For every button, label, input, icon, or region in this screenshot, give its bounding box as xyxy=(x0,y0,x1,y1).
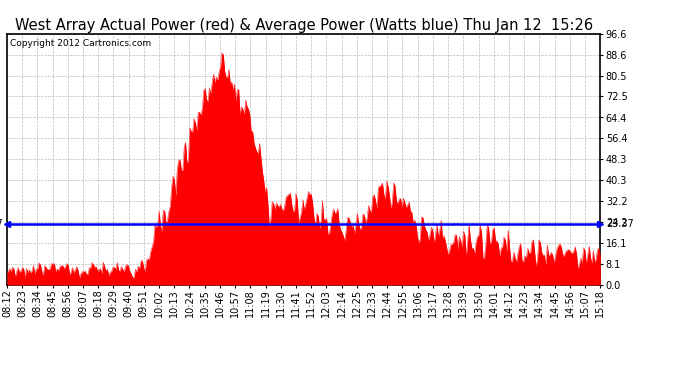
Title: West Array Actual Power (red) & Average Power (Watts blue) Thu Jan 12  15:26: West Array Actual Power (red) & Average … xyxy=(14,18,593,33)
Text: 23.37: 23.37 xyxy=(606,219,633,229)
Text: 23.37: 23.37 xyxy=(0,219,3,229)
Text: Copyright 2012 Cartronics.com: Copyright 2012 Cartronics.com xyxy=(10,39,151,48)
